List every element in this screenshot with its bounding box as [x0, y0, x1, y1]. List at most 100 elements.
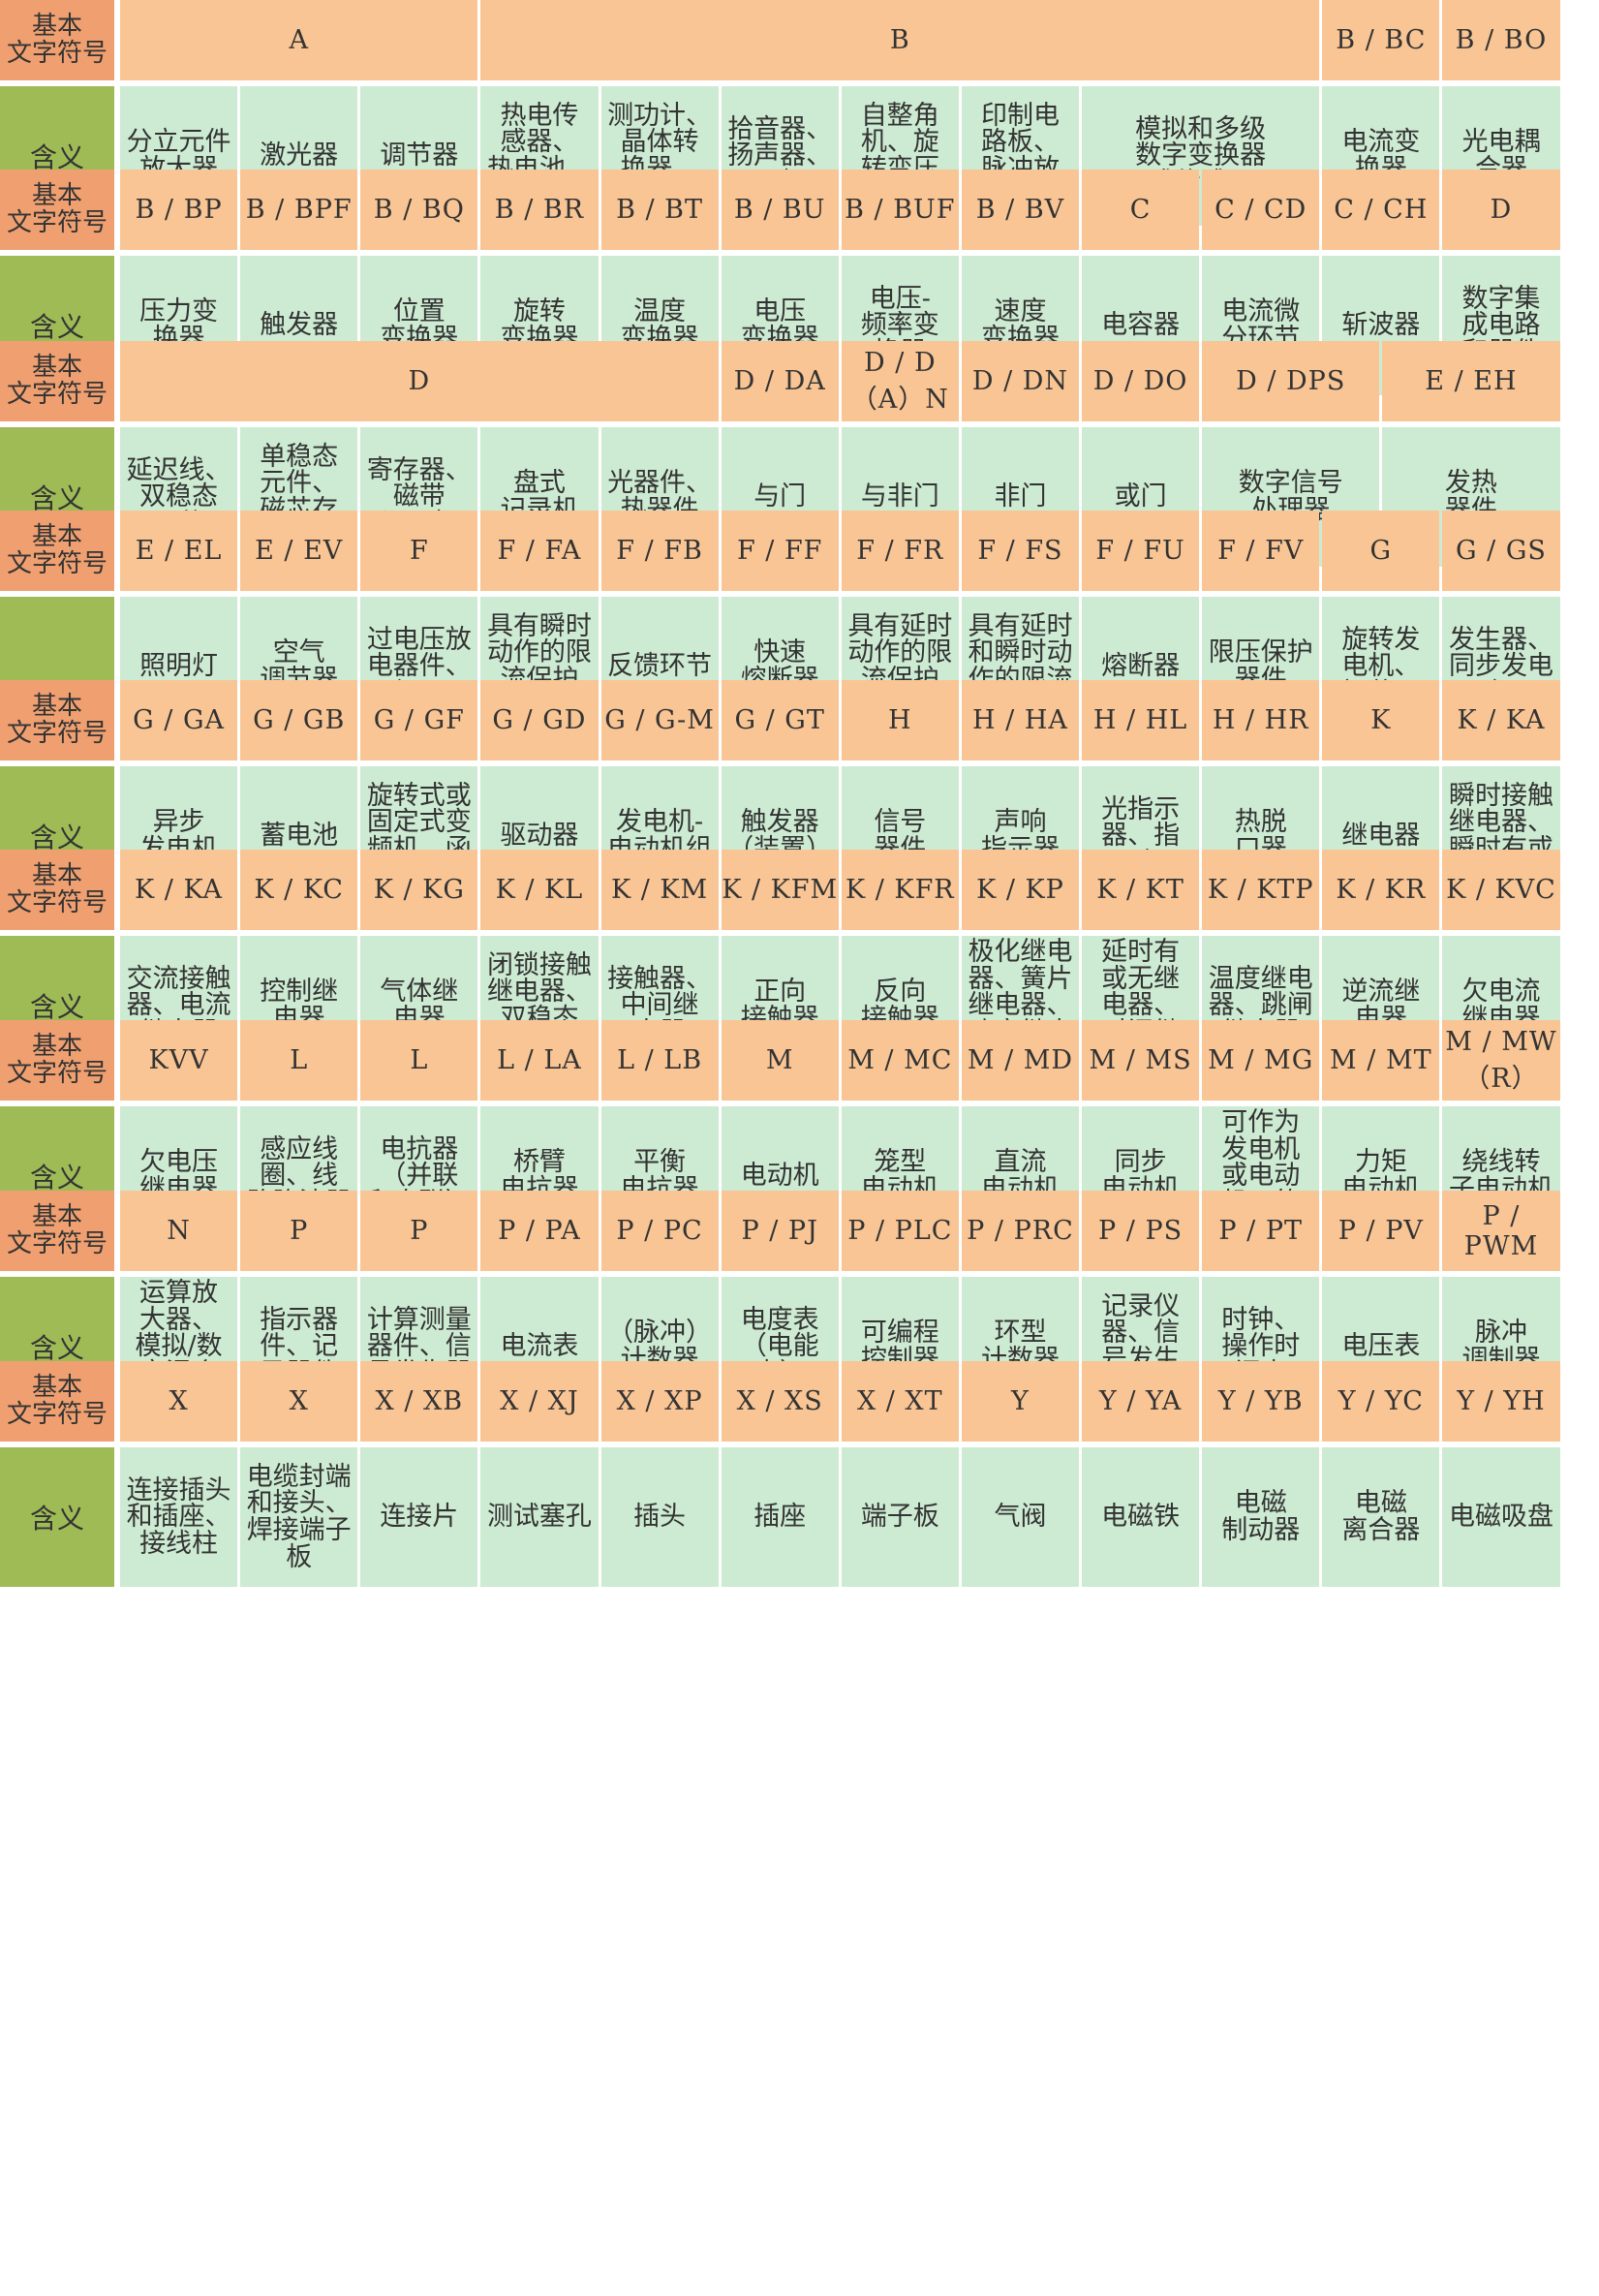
row-label-code: 基本 文字符号	[0, 1361, 114, 1442]
code-cell: G / GB	[240, 680, 358, 760]
meaning-cell: 测试塞孔	[480, 1447, 599, 1587]
meaning-cell: 连接片	[360, 1447, 478, 1587]
code-cell: L	[240, 1020, 358, 1101]
code-cell: K / KL	[480, 850, 599, 930]
code-cell: K / KG	[360, 850, 478, 930]
code-cell: N	[120, 1191, 238, 1271]
table-block: 基本 文字符号 含义 X X X / XB X / XJ X / XP X / XS X / X…	[0, 1361, 1599, 1587]
meaning-cell: 电磁铁	[1082, 1447, 1200, 1587]
meaning-cell: 气阀	[961, 1447, 1080, 1587]
code-cell: B / BUF	[841, 170, 959, 250]
code-cell: K	[1322, 680, 1440, 760]
meaning-cell: 光指示 器、指 示灯	[1082, 766, 1200, 906]
code-cell: B / BC	[1322, 0, 1440, 80]
code-cell: Y	[961, 1361, 1080, 1442]
code-cell: D / DO	[1082, 341, 1200, 421]
code-cell: X / XB	[360, 1361, 478, 1442]
code-cell: L	[360, 1020, 478, 1101]
code-cell: Y / YB	[1202, 1361, 1320, 1442]
row-label-code: 基本 文字符号	[0, 341, 114, 421]
meaning-cell: 端子板	[841, 1447, 959, 1587]
meaning-cell: 电磁 制动器	[1202, 1447, 1320, 1587]
code-cell: P / PWM	[1442, 1191, 1560, 1271]
code-cell: H	[841, 680, 959, 760]
code-cell: H / HL	[1082, 680, 1200, 760]
code-cell: D	[1442, 170, 1560, 250]
code-cell: E / EH	[1382, 341, 1560, 421]
code-cell: C	[1082, 170, 1200, 250]
code-cell: M / MS	[1082, 1020, 1200, 1101]
code-cell: K / KM	[600, 850, 719, 930]
code-cell: X / XT	[841, 1361, 959, 1442]
row-label-code: 基本 文字符号	[0, 1020, 114, 1101]
code-cell: Y / YC	[1322, 1361, 1440, 1442]
code-cell: D / D （A）N	[841, 341, 959, 421]
code-cell: D	[120, 341, 719, 421]
meaning-cell: 电磁吸盘	[1442, 1447, 1560, 1587]
code-cell: L / LA	[480, 1020, 599, 1101]
code-cell: H / HA	[961, 680, 1080, 760]
code-cell: F / FR	[841, 511, 959, 591]
code-cell: M / MG	[1202, 1020, 1320, 1101]
code-cell: F	[360, 511, 478, 591]
row-label-code: 基本 文字符号	[0, 1191, 114, 1271]
code-cell: B / BO	[1442, 0, 1560, 80]
code-cell: P / PC	[600, 1191, 719, 1271]
meaning-cell: 电磁 离合器	[1322, 1447, 1440, 1587]
row-label-meaning: 含义	[0, 1447, 114, 1587]
code-cell: B / BU	[721, 170, 839, 250]
code-cell: G / GA	[120, 680, 238, 760]
code-cell: G / GD	[480, 680, 599, 760]
code-cell: B / BPF	[240, 170, 358, 250]
code-cell: P	[360, 1191, 478, 1271]
code-cell: K / KT	[1082, 850, 1200, 930]
code-cell: M	[721, 1020, 839, 1101]
code-cell: D / DN	[961, 341, 1080, 421]
code-cell: Y / YA	[1082, 1361, 1200, 1442]
code-cell: K / KR	[1322, 850, 1440, 930]
code-cell: P / PV	[1322, 1191, 1440, 1271]
row-label-code: 基本 文字符号	[0, 0, 114, 80]
code-cell: Y / YH	[1442, 1361, 1560, 1442]
code-cell: E / EV	[240, 511, 358, 591]
row-label-code: 基本 文字符号	[0, 680, 114, 760]
meaning-cell: 电缆封端 和接头、 焊接端子 板	[240, 1447, 358, 1587]
code-cell: K / KA	[1442, 680, 1560, 760]
code-cell: G / GT	[721, 680, 839, 760]
code-cell: C / CD	[1202, 170, 1320, 250]
code-cell: B	[480, 0, 1320, 80]
code-cell: P / PLC	[841, 1191, 959, 1271]
code-cell: F / FV	[1202, 511, 1320, 591]
code-cell: X / XJ	[480, 1361, 599, 1442]
code-cell: KVV	[120, 1020, 238, 1101]
meaning-cell: 连接插头 和插座、 接线柱	[120, 1447, 238, 1587]
code-cell: L / LB	[600, 1020, 719, 1101]
code-cell: D / DPS	[1202, 341, 1380, 421]
code-cell: X	[240, 1361, 358, 1442]
code-cell: K / KFR	[841, 850, 959, 930]
code-cell: M / MD	[961, 1020, 1080, 1101]
meaning-cell: 模拟和多级 数字变换器 或传感器	[1082, 86, 1320, 226]
code-cell: K / KTP	[1202, 850, 1320, 930]
code-cell: K / KFM	[721, 850, 839, 930]
code-cell: K / KVC	[1442, 850, 1560, 930]
code-cell: X / XS	[721, 1361, 839, 1442]
code-cell: P / PRC	[961, 1191, 1080, 1271]
code-cell: P / PT	[1202, 1191, 1320, 1271]
code-cell: C / CH	[1322, 170, 1440, 250]
code-cell: A	[120, 0, 478, 80]
code-cell: G / GS	[1442, 511, 1560, 591]
code-cell: P	[240, 1191, 358, 1271]
row-label-code: 基本 文字符号	[0, 170, 114, 250]
code-cell: M / MW （R）	[1442, 1020, 1560, 1101]
code-cell: F / FU	[1082, 511, 1200, 591]
code-cell: B / BR	[480, 170, 599, 250]
code-cell: X	[120, 1361, 238, 1442]
code-cell: E / EL	[120, 511, 238, 591]
code-cell: M / MT	[1322, 1020, 1440, 1101]
code-cell: B / BP	[120, 170, 238, 250]
code-cell: P / PA	[480, 1191, 599, 1271]
row-label-code: 基本 文字符号	[0, 850, 114, 930]
code-cell: B / BT	[600, 170, 719, 250]
